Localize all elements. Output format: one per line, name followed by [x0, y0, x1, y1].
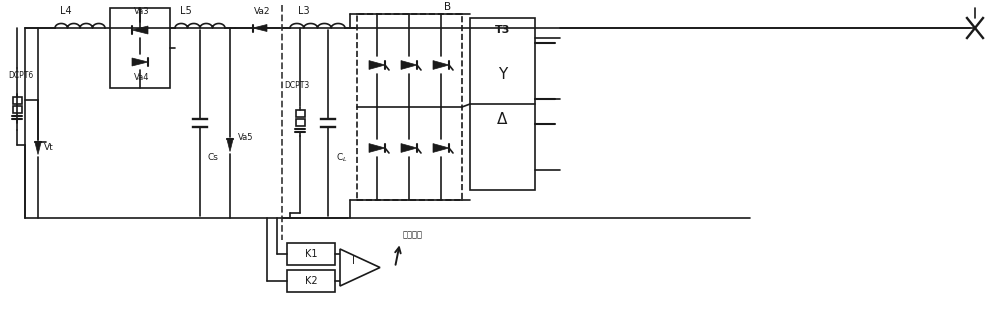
Polygon shape	[433, 144, 449, 152]
Polygon shape	[401, 144, 417, 152]
Polygon shape	[253, 25, 267, 31]
Polygon shape	[132, 26, 148, 34]
Text: Va3: Va3	[134, 7, 150, 16]
Text: T3: T3	[495, 25, 510, 35]
Bar	[296, 119, 304, 126]
Polygon shape	[340, 249, 380, 286]
Text: B: B	[444, 2, 451, 12]
Text: C$_L$: C$_L$	[336, 151, 348, 164]
Text: DCPT3: DCPT3	[284, 81, 309, 90]
Text: Cs: Cs	[208, 153, 219, 162]
Bar	[287, 270, 335, 292]
Polygon shape	[132, 58, 148, 66]
Bar	[12, 97, 22, 104]
Bar	[296, 110, 304, 117]
Bar	[12, 106, 22, 113]
Text: K2: K2	[305, 276, 317, 286]
Polygon shape	[369, 60, 385, 69]
Polygon shape	[227, 139, 233, 151]
Text: Vt: Vt	[44, 144, 54, 152]
Bar	[470, 18, 535, 190]
Bar	[287, 243, 335, 265]
Text: 触发角霸: 触发角霸	[403, 231, 423, 239]
Text: L4: L4	[60, 6, 72, 16]
Polygon shape	[35, 142, 41, 154]
Text: $\Delta$: $\Delta$	[496, 111, 509, 127]
Bar	[357, 14, 462, 200]
Polygon shape	[401, 60, 417, 69]
Polygon shape	[369, 144, 385, 152]
Text: I: I	[352, 256, 355, 267]
Text: DCPT6: DCPT6	[8, 71, 33, 79]
Text: K1: K1	[305, 249, 317, 259]
Polygon shape	[433, 60, 449, 69]
Text: Va4: Va4	[134, 73, 150, 82]
Text: Va5: Va5	[238, 133, 254, 142]
Text: Va2: Va2	[254, 7, 270, 16]
Bar	[110, 8, 170, 88]
Text: L3: L3	[298, 6, 310, 16]
Text: L5: L5	[180, 6, 192, 16]
Text: Y: Y	[498, 67, 507, 82]
